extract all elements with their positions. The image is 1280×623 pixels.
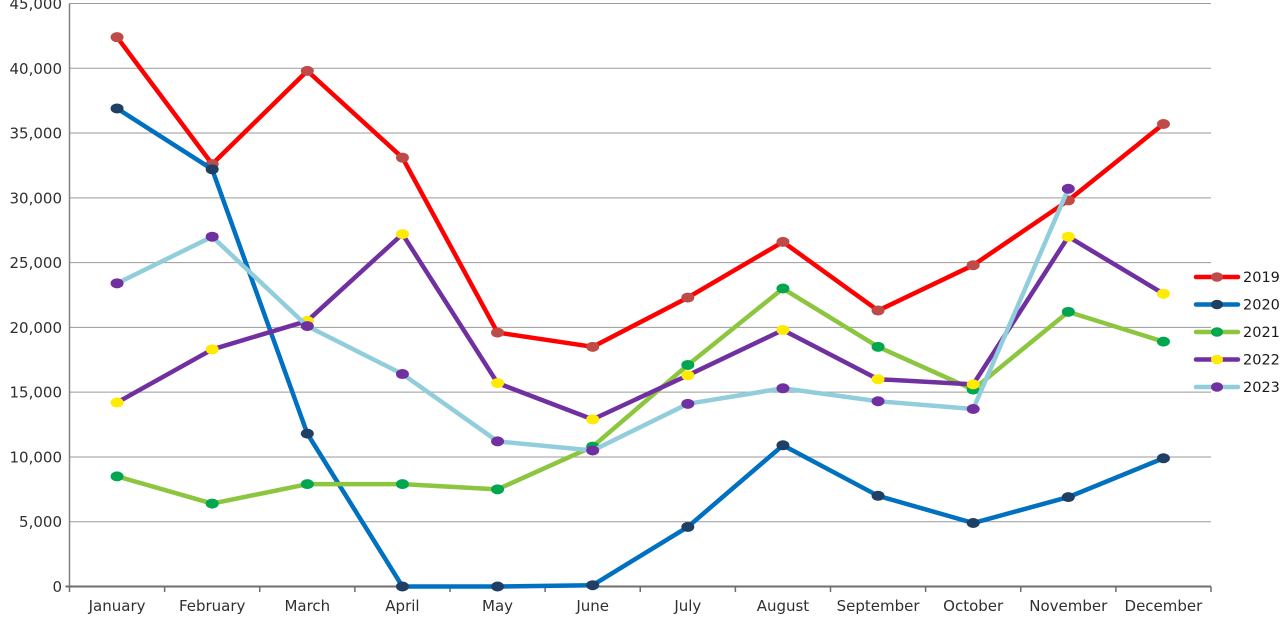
data-point-marker-2021	[491, 484, 505, 495]
y-axis-label: 35,000	[10, 125, 63, 143]
data-point-marker-2023	[586, 445, 600, 456]
data-point-marker-2023	[966, 404, 980, 415]
y-axis-label: 45,000	[10, 0, 63, 13]
legend-marker-2022	[1211, 354, 1223, 365]
data-point-marker-2021	[681, 359, 695, 370]
x-axis-label: October	[943, 597, 1004, 615]
x-axis-label: July	[673, 597, 701, 615]
data-point-marker-2019	[966, 260, 980, 271]
y-axis-label: 30,000	[10, 189, 63, 207]
data-point-marker-2023	[205, 231, 219, 242]
data-point-marker-2020	[1061, 492, 1075, 503]
data-point-marker-2022	[966, 379, 980, 390]
data-point-marker-2023	[300, 321, 314, 332]
data-point-marker-2023	[776, 383, 790, 394]
data-point-marker-2023	[491, 436, 505, 447]
data-point-marker-2020	[110, 103, 124, 114]
x-axis-label: April	[385, 597, 419, 615]
x-axis-label: May	[482, 597, 513, 615]
y-axis-label: 0	[52, 578, 62, 596]
data-point-marker-2021	[871, 341, 885, 352]
data-point-marker-2020	[395, 581, 409, 592]
y-axis-label: 20,000	[10, 319, 63, 337]
legend-label-2021: 2021	[1243, 325, 1280, 341]
legend-label-2023: 2023	[1243, 380, 1280, 396]
series-line-2019	[114, 34, 1166, 350]
data-point-marker-2023	[110, 278, 124, 289]
y-axis-label: 25,000	[10, 254, 63, 272]
data-point-marker-2019	[300, 65, 314, 76]
data-point-marker-2023	[681, 398, 695, 409]
series-line-2020	[114, 106, 1166, 589]
x-axis-label: February	[179, 597, 246, 615]
data-point-marker-2021	[776, 283, 790, 294]
data-point-marker-2020	[966, 518, 980, 529]
data-point-marker-2019	[681, 292, 695, 303]
data-point-marker-2019	[1156, 118, 1170, 129]
y-axis-label: 40,000	[10, 60, 63, 78]
x-axis-label: September	[837, 597, 921, 615]
data-point-marker-2021	[110, 471, 124, 482]
data-point-marker-2022	[776, 324, 790, 335]
y-axis-label: 5,000	[19, 513, 62, 531]
x-axis-label: November	[1029, 597, 1108, 615]
data-point-marker-2020	[871, 490, 885, 501]
y-axis-label: 10,000	[10, 448, 63, 466]
legend-marker-2023	[1211, 382, 1223, 392]
data-point-marker-2022	[586, 414, 600, 425]
data-point-marker-2020	[1156, 453, 1170, 464]
data-point-marker-2022	[1061, 231, 1075, 242]
data-point-marker-2021	[205, 498, 219, 509]
legend-marker-2019	[1211, 272, 1223, 282]
legend-label-2019: 2019	[1243, 270, 1280, 286]
data-point-marker-2020	[491, 581, 505, 592]
data-point-marker-2021	[395, 479, 409, 490]
data-point-marker-2023	[1061, 183, 1075, 194]
x-axis-label: June	[575, 597, 609, 615]
data-point-marker-2022	[395, 229, 409, 240]
legend-marker-2020	[1211, 299, 1223, 310]
series-line-2023	[114, 186, 1071, 453]
data-point-marker-2022	[681, 370, 695, 381]
data-point-marker-2020	[681, 521, 695, 532]
data-point-marker-2023	[871, 396, 885, 407]
data-point-marker-2019	[395, 152, 409, 163]
data-point-marker-2023	[395, 369, 409, 380]
x-axis-label: December	[1125, 597, 1204, 615]
data-point-marker-2020	[205, 164, 219, 175]
data-point-marker-2022	[491, 378, 505, 389]
legend-label-2020: 2020	[1243, 298, 1280, 314]
data-point-marker-2022	[1156, 288, 1170, 299]
data-point-marker-2022	[871, 374, 885, 385]
data-point-marker-2022	[205, 344, 219, 355]
x-axis-label: March	[284, 597, 330, 615]
x-axis-label: August	[757, 597, 810, 615]
data-point-marker-2020	[776, 440, 790, 451]
data-point-marker-2019	[871, 305, 885, 316]
data-point-marker-2021	[300, 479, 314, 490]
data-point-marker-2021	[1061, 306, 1075, 317]
data-point-marker-2019	[491, 327, 505, 338]
legend-label-2022: 2022	[1243, 353, 1280, 369]
legend-marker-2021	[1211, 327, 1223, 337]
data-point-marker-2019	[586, 341, 600, 352]
data-point-marker-2019	[110, 32, 124, 43]
y-axis-label: 15,000	[10, 384, 63, 402]
data-point-marker-2020	[300, 428, 314, 439]
data-point-marker-2020	[586, 580, 600, 591]
series-line-2022	[114, 231, 1166, 422]
x-axis-label: January	[88, 597, 146, 615]
data-point-marker-2022	[110, 397, 124, 408]
data-point-marker-2021	[1156, 336, 1170, 347]
data-point-marker-2019	[776, 236, 790, 247]
